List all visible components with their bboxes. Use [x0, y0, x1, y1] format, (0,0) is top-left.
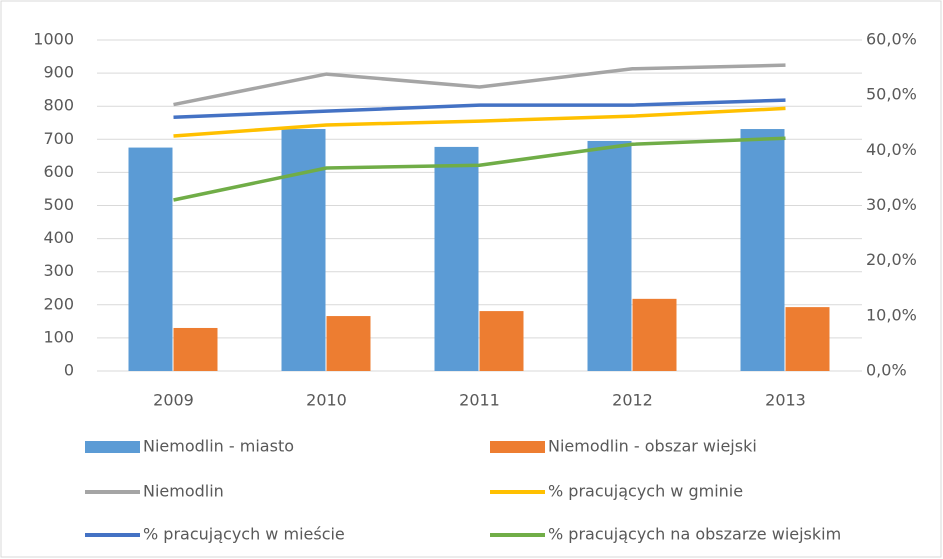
- y2-tick-label: 0,0%: [866, 361, 907, 380]
- y-tick-label: 400: [43, 228, 74, 247]
- y-tick-label: 100: [43, 327, 74, 346]
- y-tick-label: 300: [43, 261, 74, 280]
- x-tick-label: 2012: [612, 391, 653, 410]
- y2-tick-label: 20,0%: [866, 250, 917, 269]
- legend-label: % pracujących w gminie: [548, 482, 743, 501]
- bar: [128, 147, 173, 371]
- bar: [479, 311, 524, 371]
- y2-tick-label: 40,0%: [866, 140, 917, 159]
- x-tick-label: 2010: [306, 391, 347, 410]
- y-tick-label: 800: [43, 96, 74, 115]
- bar: [434, 146, 479, 371]
- bar: [587, 140, 632, 371]
- legend-label: % pracujących na obszarze wiejskim: [548, 525, 841, 544]
- bar: [785, 307, 830, 371]
- y-tick-label: 0: [64, 361, 74, 380]
- legend-label: % pracujących w mieście: [143, 525, 345, 544]
- legend-label: Niemodlin: [143, 482, 224, 501]
- bar: [173, 327, 218, 371]
- y-tick-label: 200: [43, 294, 74, 313]
- legend-swatch: [85, 441, 140, 453]
- y2-tick-label: 10,0%: [866, 305, 917, 324]
- line-series: [173, 136, 786, 202]
- y2-tick-label: 60,0%: [866, 30, 917, 49]
- bar: [740, 129, 785, 371]
- x-tick-label: 2011: [459, 391, 500, 410]
- bar: [326, 316, 371, 371]
- x-tick-label: 2009: [153, 391, 194, 410]
- y-tick-label: 900: [43, 63, 74, 82]
- y2-tick-label: 30,0%: [866, 195, 917, 214]
- legend-label: Niemodlin - obszar wiejski: [548, 437, 757, 456]
- legend-label: Niemodlin - miasto: [143, 437, 294, 456]
- y2-tick-label: 50,0%: [866, 85, 917, 104]
- y-tick-label: 700: [43, 129, 74, 148]
- line-series: [173, 98, 786, 119]
- y-tick-label: 1000: [33, 30, 74, 49]
- bar: [281, 129, 326, 371]
- y-tick-label: 600: [43, 162, 74, 181]
- bar: [632, 298, 677, 371]
- legend-swatch: [490, 441, 545, 453]
- y-tick-label: 500: [43, 195, 74, 214]
- x-tick-label: 2013: [765, 391, 806, 410]
- line-series: [173, 106, 786, 138]
- line-series: [173, 63, 786, 107]
